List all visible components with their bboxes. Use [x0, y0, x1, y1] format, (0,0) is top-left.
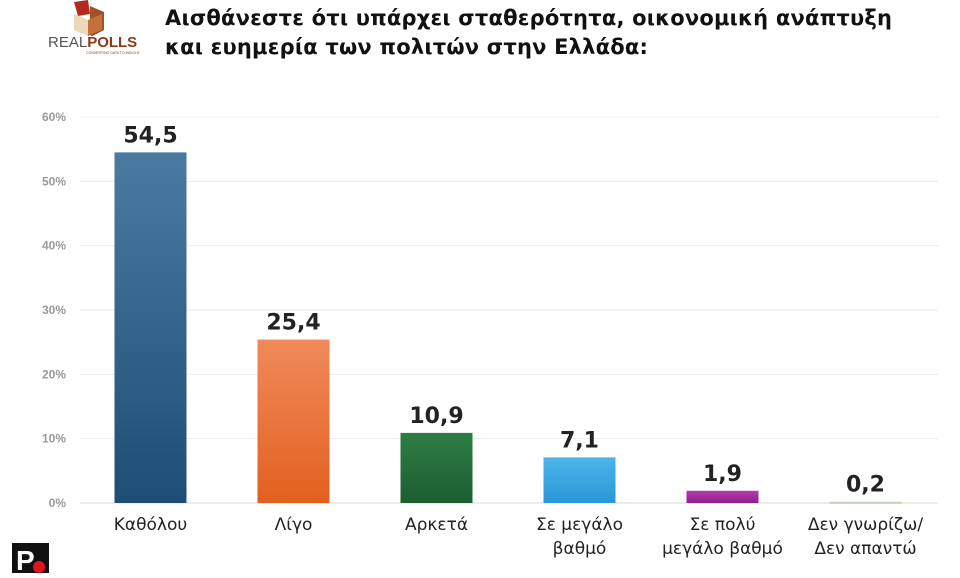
y-tick-label: 0% [49, 496, 67, 510]
corner-logo: P [12, 543, 49, 576]
bar [114, 152, 187, 503]
chart-title-line: Αισθάνεστε ότι υπάρχει σταθερότητα, οικο… [165, 6, 893, 30]
svg-text:CONVERTING DATA TO INSIGHT: CONVERTING DATA TO INSIGHT [86, 51, 141, 55]
category-label: Αρκετά [405, 515, 468, 535]
y-tick-label: 40% [42, 239, 66, 253]
bar [400, 432, 473, 503]
chart-title-line: και ευημερία των πολιτών στην Ελλάδα: [165, 35, 649, 59]
category-label: Καθόλου [114, 515, 187, 535]
realpolls-logo: REALPOLLS CONVERTING DATA TO INSIGHT [48, 0, 141, 55]
category-label: βαθμό [553, 539, 607, 559]
bar [543, 457, 616, 503]
category-label: Σε πολύ [690, 515, 756, 535]
category-label: Δεν απαντώ [814, 539, 916, 559]
chart-title: Αισθάνεστε ότι υπάρχει σταθερότητα, οικο… [165, 4, 892, 62]
svg-text:REALPOLLS: REALPOLLS [48, 34, 137, 51]
svg-text:P: P [16, 545, 35, 573]
y-tick-label: 30% [42, 303, 66, 317]
bar [829, 501, 902, 504]
bar [686, 490, 759, 503]
data-label: 0,2 [846, 473, 885, 498]
data-label: 54,5 [123, 123, 177, 148]
data-label: 25,4 [266, 311, 320, 336]
y-tick-label: 10% [42, 432, 66, 446]
category-label: Λίγο [275, 515, 313, 535]
category-label: Δεν γνωρίζω/ [808, 515, 924, 535]
y-tick-label: 20% [42, 367, 66, 381]
data-label: 7,1 [560, 428, 599, 453]
y-tick-label: 50% [42, 174, 66, 188]
data-label: 1,9 [703, 462, 742, 487]
bar [257, 339, 330, 503]
category-label: Σε μεγάλο [536, 515, 623, 535]
data-label: 10,9 [409, 404, 463, 429]
category-label: μεγάλο βαθμό [662, 539, 783, 559]
y-tick-label: 60% [42, 110, 66, 124]
